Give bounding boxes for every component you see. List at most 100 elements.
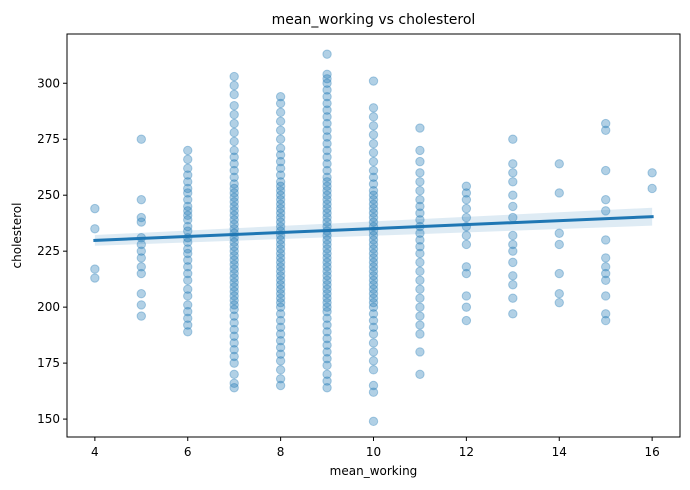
scatter-point bbox=[554, 297, 564, 308]
scatter-point bbox=[368, 203, 379, 214]
x-tick-label: 8 bbox=[277, 445, 285, 459]
scatter-point bbox=[601, 206, 611, 216]
scatter-point bbox=[90, 224, 100, 234]
scatter-point bbox=[368, 289, 379, 299]
scatter-point bbox=[461, 302, 472, 312]
scatter-point bbox=[183, 255, 193, 265]
scatter-point bbox=[322, 266, 332, 277]
scatter-point bbox=[508, 293, 518, 303]
scatter-point bbox=[647, 168, 657, 178]
scatter-point bbox=[183, 268, 193, 279]
scatter-point bbox=[322, 369, 332, 380]
scatter-point bbox=[368, 293, 379, 303]
scatter-point bbox=[229, 295, 239, 306]
scatter-point bbox=[322, 353, 332, 364]
scatter-point bbox=[322, 194, 332, 205]
scatter-point bbox=[601, 235, 611, 245]
scatter-point bbox=[275, 170, 286, 180]
scatter-point bbox=[368, 315, 379, 326]
x-axis-ticks: 4 6 8 10 12 14 16 bbox=[91, 437, 660, 459]
scatter-point bbox=[229, 179, 239, 189]
scatter-point bbox=[90, 273, 100, 283]
scatter-point bbox=[229, 215, 239, 225]
scatter-point bbox=[368, 356, 379, 366]
scatter-point bbox=[229, 318, 239, 328]
scatter-point bbox=[322, 306, 332, 317]
scatter-point bbox=[275, 280, 286, 290]
y-tick-label: 150 bbox=[37, 412, 60, 426]
scatter-point bbox=[275, 91, 286, 102]
scatter-point bbox=[368, 253, 379, 263]
scatter-point bbox=[183, 300, 193, 310]
scatter-point bbox=[508, 177, 518, 187]
scatter-point bbox=[229, 80, 239, 91]
scatter-point bbox=[183, 188, 193, 198]
x-tick-label: 12 bbox=[459, 445, 474, 459]
scatter-point bbox=[322, 297, 332, 308]
scatter-point bbox=[322, 98, 332, 109]
scatter-point bbox=[90, 203, 100, 214]
scatter-point bbox=[136, 289, 147, 299]
scatter-point bbox=[322, 280, 332, 290]
scatter-point bbox=[322, 69, 332, 80]
scatter-point bbox=[229, 264, 239, 274]
scatter-point bbox=[368, 139, 379, 149]
scatter-point bbox=[322, 302, 332, 312]
scatter-point bbox=[275, 380, 286, 391]
scatter-point bbox=[601, 262, 611, 272]
scatter-point bbox=[508, 246, 518, 256]
scatter-point bbox=[183, 313, 193, 324]
scatter-point bbox=[275, 208, 286, 218]
scatter-point bbox=[229, 109, 239, 120]
scatter-point bbox=[275, 199, 286, 209]
scatter-point bbox=[415, 257, 425, 268]
scatter-point bbox=[275, 221, 286, 232]
scatter-points bbox=[90, 49, 657, 427]
scatter-point bbox=[229, 224, 239, 234]
scatter-point bbox=[368, 329, 379, 339]
scatter-point bbox=[368, 302, 379, 312]
scatter-point bbox=[322, 284, 332, 294]
scatter-point bbox=[322, 118, 332, 129]
scatter-point bbox=[415, 186, 425, 196]
scatter-point bbox=[554, 268, 564, 279]
scatter-point bbox=[229, 71, 239, 82]
scatter-point bbox=[229, 197, 239, 207]
scatter-point bbox=[415, 194, 425, 205]
scatter-point bbox=[601, 194, 611, 205]
x-axis-label: mean_working bbox=[330, 464, 418, 478]
scatter-point bbox=[368, 208, 379, 218]
scatter-point bbox=[368, 194, 379, 205]
scatter-point bbox=[275, 322, 286, 332]
scatter-point bbox=[415, 145, 425, 156]
scatter-point bbox=[275, 181, 286, 191]
scatter-point bbox=[415, 311, 425, 321]
scatter-point bbox=[229, 145, 239, 156]
scatter-point bbox=[229, 219, 239, 230]
scatter-point bbox=[275, 190, 286, 200]
scatter-point bbox=[508, 134, 518, 144]
scatter-point bbox=[322, 340, 332, 350]
scatter-point bbox=[229, 241, 239, 252]
scatter-point bbox=[368, 165, 379, 176]
scatter-point bbox=[554, 159, 564, 169]
scatter-point bbox=[229, 136, 239, 147]
scatter-point bbox=[322, 376, 332, 386]
scatter-point bbox=[368, 380, 379, 391]
scatter-point bbox=[368, 322, 379, 332]
scatter-point bbox=[601, 268, 611, 279]
scatter-point bbox=[183, 170, 193, 180]
scatter-point bbox=[554, 188, 564, 198]
scatter-point bbox=[136, 194, 147, 205]
scatter-point bbox=[183, 215, 193, 225]
scatter-point bbox=[322, 125, 332, 135]
scatter-point bbox=[229, 100, 239, 111]
scatter-point bbox=[322, 212, 332, 223]
scatter-point bbox=[229, 358, 239, 368]
scatter-point bbox=[229, 210, 239, 221]
scatter-point bbox=[229, 255, 239, 265]
scatter-point bbox=[322, 177, 332, 187]
scatter-point bbox=[183, 262, 193, 272]
y-tick-label: 300 bbox=[37, 76, 60, 90]
